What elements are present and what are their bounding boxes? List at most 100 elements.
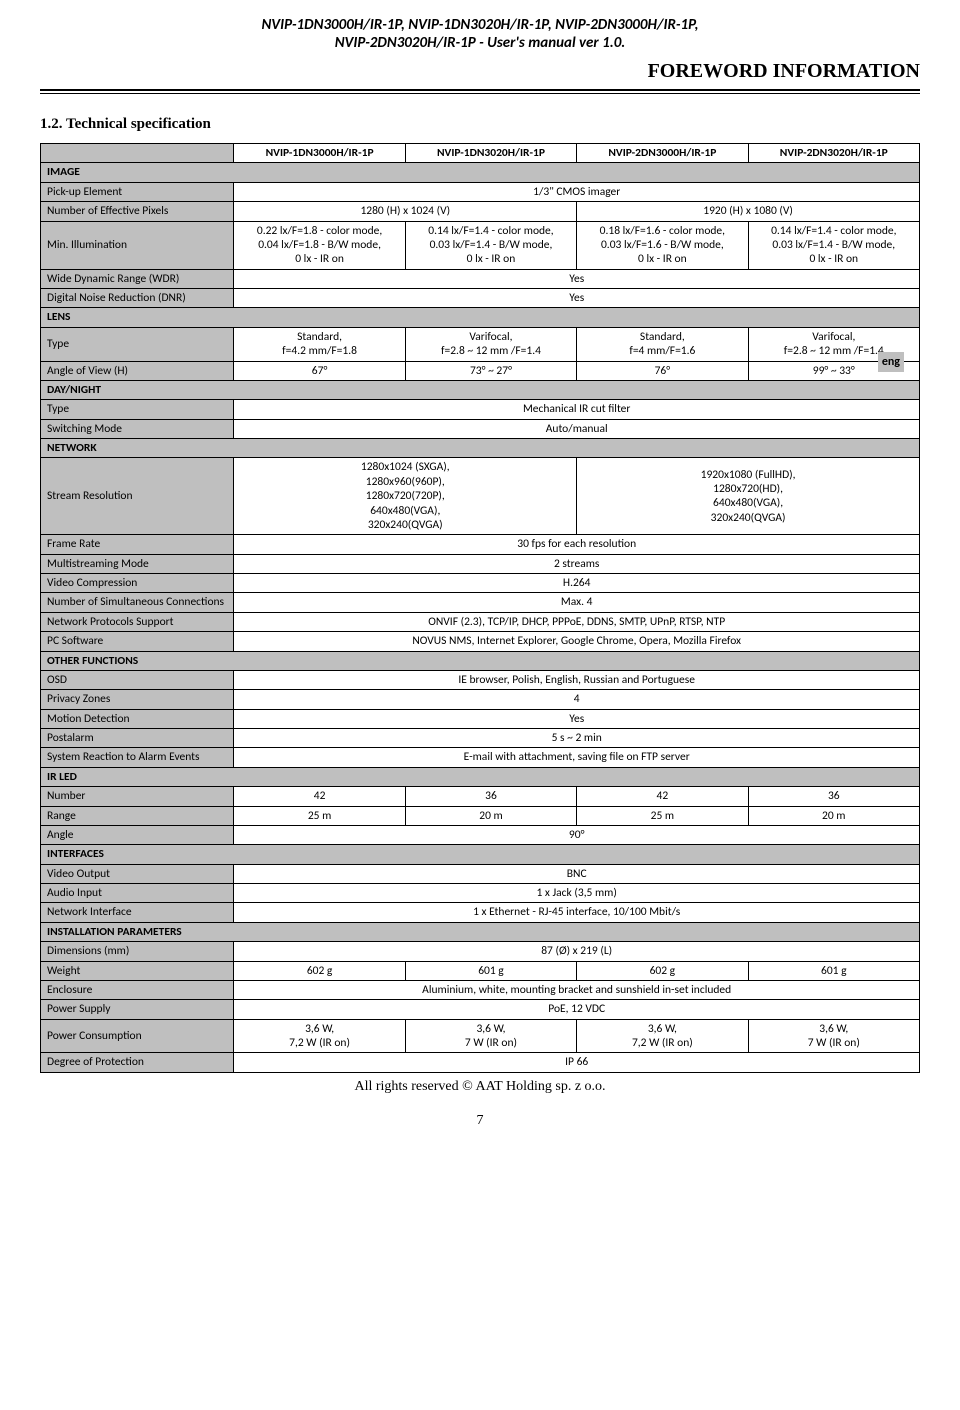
foreword-heading: FOREWORD INFORMATION xyxy=(40,60,920,83)
row-val: 67° xyxy=(234,361,405,380)
row-val: Yes xyxy=(234,289,920,308)
row-label: Postalarm xyxy=(41,729,234,748)
row-label: Network Protocols Support xyxy=(41,612,234,631)
row-val: 1/3" CMOS imager xyxy=(234,182,920,201)
page-number: 7 xyxy=(40,1113,920,1129)
model-4: NVIP-2DN3020H/IR-1P xyxy=(748,144,919,163)
row-label: Number of Effective Pixels xyxy=(41,202,234,221)
row-val: 0.18 lx/F=1.6 - color mode, 0.03 lx/F=1.… xyxy=(577,221,748,269)
row-val: 1 x Jack (3,5 mm) xyxy=(234,884,920,903)
row-label: Weight xyxy=(41,961,234,980)
row-label: Enclosure xyxy=(41,980,234,999)
row-label: Audio Input xyxy=(41,884,234,903)
row-label: Pick-up Element xyxy=(41,182,234,201)
row-val: H.264 xyxy=(234,574,920,593)
model-2: NVIP-1DN3020H/IR-1P xyxy=(405,144,576,163)
header-title-1: NVIP-1DN3000H/IR-1P, NVIP-1DN3020H/IR-1P… xyxy=(40,16,920,34)
model-3: NVIP-2DN3000H/IR-1P xyxy=(577,144,748,163)
spec-table: NVIP-1DN3000H/IR-1P NVIP-1DN3020H/IR-1P … xyxy=(40,143,920,1073)
row-val: 601 g xyxy=(405,961,576,980)
row-val: Yes xyxy=(234,269,920,288)
model-1: NVIP-1DN3000H/IR-1P xyxy=(234,144,405,163)
row-val: E-mail with attachment, saving file on F… xyxy=(234,748,920,767)
language-tab: eng xyxy=(878,352,904,372)
row-val: Varifocal, f=2.8 ~ 12 mm /F=1.4 xyxy=(405,327,576,361)
row-val: 20 m xyxy=(748,806,919,825)
row-label: PC Software xyxy=(41,632,234,651)
header-title-2: NVIP-2DN3020H/IR-1P - User's manual ver … xyxy=(40,34,920,52)
row-val: 601 g xyxy=(748,961,919,980)
row-label: Switching Mode xyxy=(41,419,234,438)
row-val: 36 xyxy=(405,787,576,806)
row-val: 1280 (H) x 1024 (V) xyxy=(234,202,577,221)
row-label: System Reaction to Alarm Events xyxy=(41,748,234,767)
row-val: 1920 (H) x 1080 (V) xyxy=(577,202,920,221)
row-val: IP 66 xyxy=(234,1053,920,1072)
row-val: 73° ~ 27° xyxy=(405,361,576,380)
section-other: OTHER FUNCTIONS xyxy=(41,651,920,670)
row-val: PoE, 12 VDC xyxy=(234,1000,920,1019)
row-val: 2 streams xyxy=(234,554,920,573)
row-label: Network Interface xyxy=(41,903,234,922)
row-label: Type xyxy=(41,400,234,419)
row-val: 0.14 lx/F=1.4 - color mode, 0.03 lx/F=1.… xyxy=(405,221,576,269)
row-label: Multistreaming Mode xyxy=(41,554,234,573)
section-image: IMAGE xyxy=(41,163,920,182)
row-val: 36 xyxy=(748,787,919,806)
row-val: ONVIF (2.3), TCP/IP, DHCP, PPPoE, DDNS, … xyxy=(234,612,920,631)
section-network: NETWORK xyxy=(41,439,920,458)
row-label: Degree of Protection xyxy=(41,1053,234,1072)
row-label: Angle of View (H) xyxy=(41,361,234,380)
row-val: 87 (Ø) x 219 (L) xyxy=(234,942,920,961)
row-val: 3,6 W, 7 W (IR on) xyxy=(405,1019,576,1053)
row-val: Max. 4 xyxy=(234,593,920,612)
section-number: 1.2. Technical specification xyxy=(40,116,920,133)
row-label: Min. Illumination xyxy=(41,221,234,269)
row-val: 5 s ~ 2 min xyxy=(234,729,920,748)
row-label: Number xyxy=(41,787,234,806)
row-val: 25 m xyxy=(577,806,748,825)
row-val: 3,6 W, 7,2 W (IR on) xyxy=(234,1019,405,1053)
row-label: Wide Dynamic Range (WDR) xyxy=(41,269,234,288)
row-label: Video Compression xyxy=(41,574,234,593)
row-val: 1920x1080 (FullHD), 1280x720(HD), 640x48… xyxy=(577,458,920,535)
row-val: Mechanical IR cut filter xyxy=(234,400,920,419)
row-label: Power Consumption xyxy=(41,1019,234,1053)
row-val: 0.22 lx/F=1.8 - color mode, 0.04 lx/F=1.… xyxy=(234,221,405,269)
row-val: IE browser, Polish, English, Russian and… xyxy=(234,670,920,689)
row-val: 1280x1024 (SXGA), 1280x960(960P), 1280x7… xyxy=(234,458,577,535)
footer-copyright: All rights reserved © AAT Holding sp. z … xyxy=(40,1079,920,1095)
row-val: 3,6 W, 7,2 W (IR on) xyxy=(577,1019,748,1053)
section-daynight: DAY/NIGHT xyxy=(41,380,920,399)
row-val: 602 g xyxy=(234,961,405,980)
section-interfaces: INTERFACES xyxy=(41,845,920,864)
row-label: Privacy Zones xyxy=(41,690,234,709)
row-val: NOVUS NMS, Internet Explorer, Google Chr… xyxy=(234,632,920,651)
row-label: Angle xyxy=(41,825,234,844)
row-val: 42 xyxy=(234,787,405,806)
divider xyxy=(40,89,920,94)
row-label: Frame Rate xyxy=(41,535,234,554)
row-val: Yes xyxy=(234,709,920,728)
row-val: 30 fps for each resolution xyxy=(234,535,920,554)
row-val: 602 g xyxy=(577,961,748,980)
section-lens: LENS xyxy=(41,308,920,327)
section-install: INSTALLATION PARAMETERS xyxy=(41,922,920,941)
row-label: Dimensions (mm) xyxy=(41,942,234,961)
row-label: Stream Resolution xyxy=(41,458,234,535)
row-label: Digital Noise Reduction (DNR) xyxy=(41,289,234,308)
row-label: Number of Simultaneous Connections xyxy=(41,593,234,612)
row-val: Auto/manual xyxy=(234,419,920,438)
row-val: Standard, f=4.2 mm/F=1.8 xyxy=(234,327,405,361)
row-val: Aluminium, white, mounting bracket and s… xyxy=(234,980,920,999)
row-val: 42 xyxy=(577,787,748,806)
row-val: Standard, f=4 mm/F=1.6 xyxy=(577,327,748,361)
row-val: 1 x Ethernet - RJ-45 interface, 10/100 M… xyxy=(234,903,920,922)
row-val: BNC xyxy=(234,864,920,883)
row-val: 0.14 lx/F=1.4 - color mode, 0.03 lx/F=1.… xyxy=(748,221,919,269)
row-val: 3,6 W, 7 W (IR on) xyxy=(748,1019,919,1053)
row-label: Power Supply xyxy=(41,1000,234,1019)
row-val: 4 xyxy=(234,690,920,709)
row-label: Type xyxy=(41,327,234,361)
row-val: 76° xyxy=(577,361,748,380)
